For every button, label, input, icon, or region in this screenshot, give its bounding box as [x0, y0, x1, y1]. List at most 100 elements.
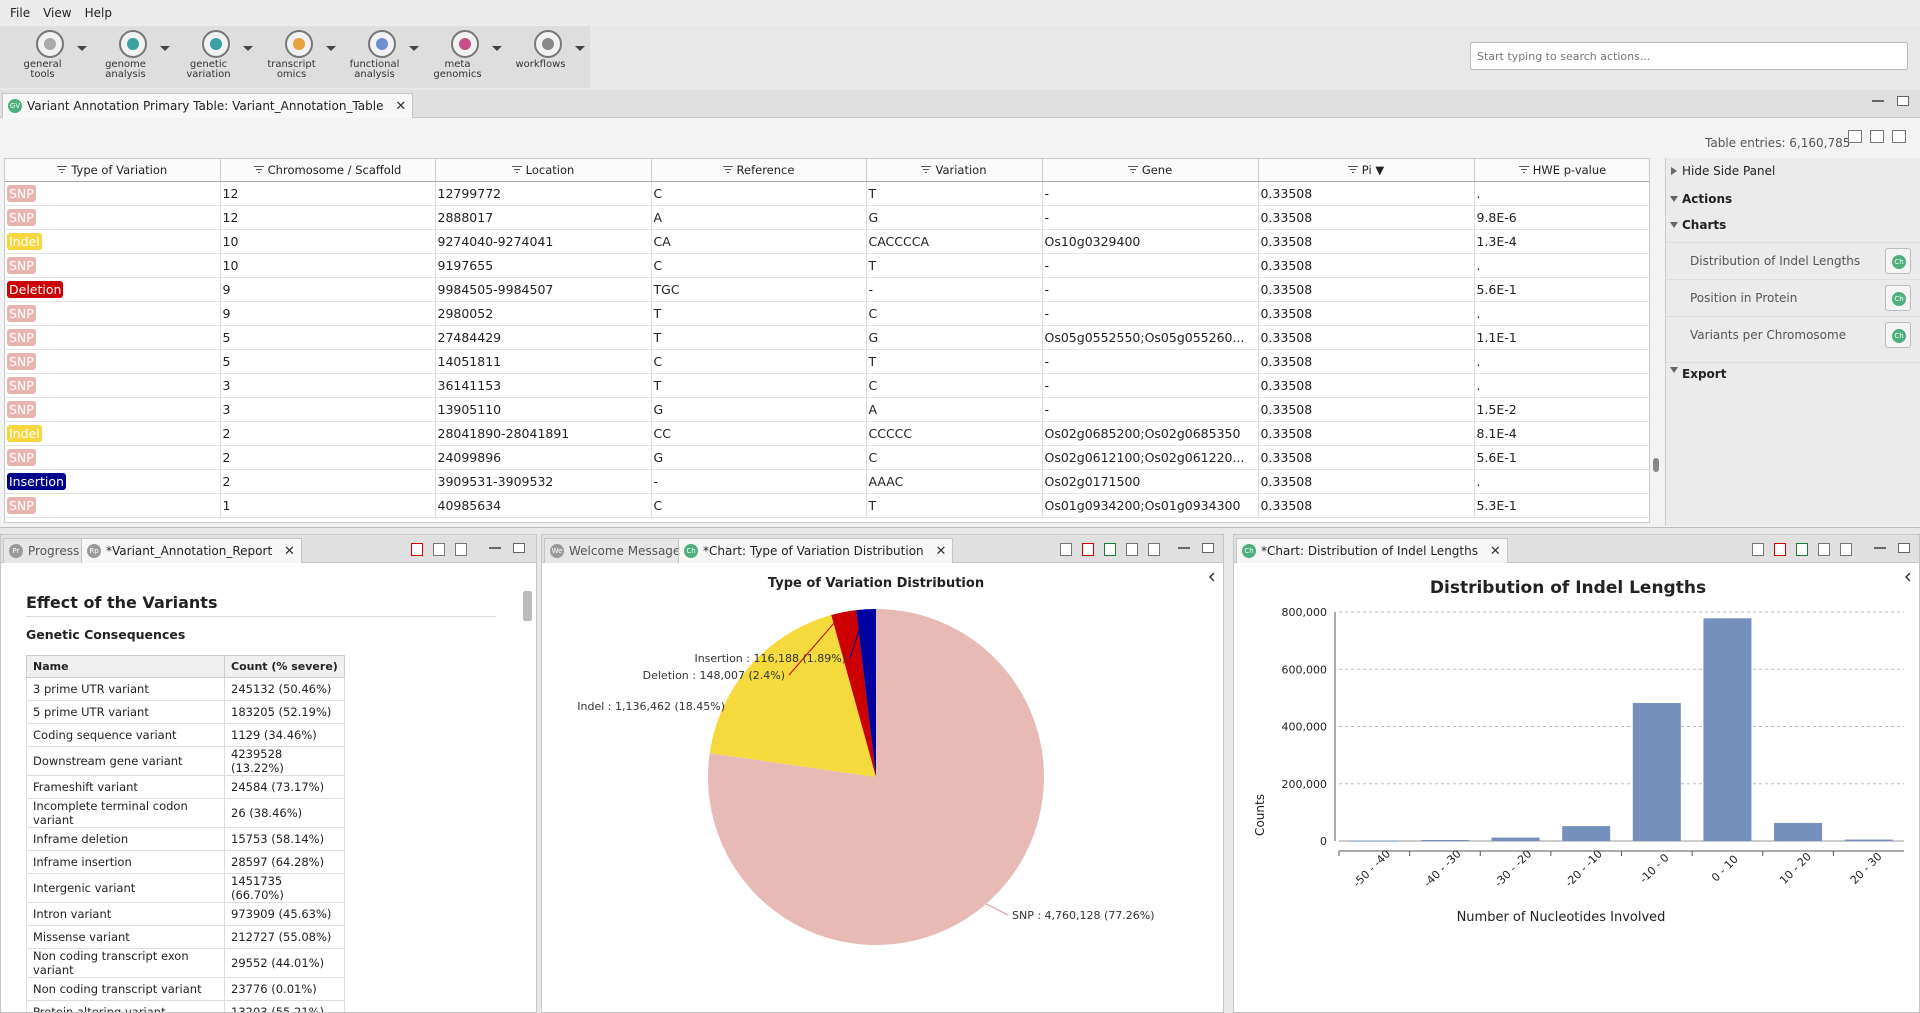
image-export-icon[interactable]: [1060, 543, 1072, 556]
minimize-icon[interactable]: [1874, 547, 1886, 549]
tool-group[interactable]: genetic variation: [174, 26, 257, 86]
tab-variant-annotation-report[interactable]: Rp *Variant_Annotation_Report ✕: [81, 538, 302, 563]
pdf-export-icon[interactable]: [1082, 543, 1094, 556]
excel-export-icon[interactable]: [1796, 543, 1808, 556]
table-row[interactable]: SNP 3 13905110 G A -0.33508 1.5E-2: [5, 397, 1649, 422]
table-scrollbar[interactable]: [1652, 158, 1660, 523]
tool-group[interactable]: workflows: [506, 26, 589, 86]
chart-item-indel-lengths[interactable]: Distribution of Indel Lengths Ch: [1666, 242, 1920, 278]
save-icon[interactable]: [433, 543, 445, 556]
maximize-icon[interactable]: [1898, 543, 1910, 553]
filter-icon[interactable]: [921, 166, 932, 174]
chart-button[interactable]: Ch: [1885, 248, 1911, 274]
chart-button[interactable]: Ch: [1885, 285, 1911, 311]
close-icon[interactable]: ✕: [935, 544, 947, 559]
chevron-down-icon[interactable]: [77, 46, 87, 51]
report-scrollbar[interactable]: [521, 571, 533, 1011]
menu-file[interactable]: File: [10, 6, 31, 20]
table-row[interactable]: SNP 10 9197655 C T -0.33508.: [5, 253, 1649, 278]
chevron-down-icon[interactable]: [326, 46, 336, 51]
x-tick-label: -30 - -20: [1492, 847, 1534, 889]
tab-type-of-variation-chart[interactable]: Ch *Chart: Type of Variation Distributio…: [678, 538, 954, 563]
chevron-down-icon[interactable]: [492, 46, 502, 51]
column-header[interactable]: Location: [435, 159, 652, 182]
save-icon[interactable]: [1126, 543, 1138, 556]
filter-icon[interactable]: [57, 166, 68, 174]
maximize-icon[interactable]: [513, 543, 525, 553]
tab-progress[interactable]: Pr Progress: [3, 538, 87, 563]
image-export-icon[interactable]: [1752, 543, 1764, 556]
column-header[interactable]: Variation: [866, 159, 1043, 182]
pdf-export-icon[interactable]: [411, 543, 423, 556]
minimize-icon[interactable]: [1178, 547, 1190, 549]
maximize-icon[interactable]: [1897, 96, 1909, 106]
chevron-down-icon[interactable]: [243, 46, 253, 51]
filter-icon[interactable]: [511, 166, 522, 174]
actions-section[interactable]: Actions: [1666, 192, 1920, 206]
export-section[interactable]: Export: [1666, 362, 1920, 381]
tool-group[interactable]: transcript omics: [257, 26, 340, 86]
close-icon[interactable]: ✕: [1489, 544, 1501, 559]
table-row[interactable]: SNP 9 2980052 T C -0.33508.: [5, 301, 1649, 326]
excel-export-icon[interactable]: [1104, 543, 1116, 556]
table-row[interactable]: Indel 10 9274040-9274041 CA CACCCCA Os10g0329…: [5, 229, 1649, 254]
minimize-icon[interactable]: [1872, 100, 1884, 102]
tab-variant-annotation-table[interactable]: GV Variant Annotation Primary Table: Var…: [2, 93, 414, 118]
tool-group[interactable]: general tools: [8, 26, 91, 86]
table-row[interactable]: Deletion 9 9984505-9984507 TGC - -0.33508 5.6E…: [5, 277, 1649, 302]
table-row[interactable]: SNP 5 27484429 T G Os05g0552550;Os05g055260..…: [5, 325, 1649, 350]
charts-section[interactable]: Charts: [1666, 218, 1920, 232]
save-icon[interactable]: [1870, 130, 1884, 143]
chevron-down-icon[interactable]: [409, 46, 419, 51]
table-row[interactable]: SNP 12 2888017 A G -0.33508 9.8E-6: [5, 205, 1649, 230]
chart-item-variants-per-chromosome[interactable]: Variants per Chromosome Ch: [1666, 316, 1920, 352]
filter-icon[interactable]: [1347, 166, 1358, 174]
collapse-side-icon[interactable]: [1208, 572, 1215, 582]
filter-icon[interactable]: [722, 166, 733, 174]
menu-help[interactable]: Help: [84, 6, 112, 20]
chevron-down-icon[interactable]: [160, 46, 170, 51]
tool-group[interactable]: functional analysis: [340, 26, 423, 86]
save-as-icon[interactable]: [1840, 543, 1852, 556]
table-filter-icon[interactable]: [1848, 130, 1862, 143]
filter-icon[interactable]: [253, 166, 264, 174]
collapse-side-icon[interactable]: [1904, 572, 1911, 582]
table-row[interactable]: SNP 12 12799772 C T -0.33508.: [5, 181, 1649, 206]
column-header[interactable]: Gene: [1042, 159, 1259, 182]
table-cell: AAAC: [866, 469, 1043, 494]
table-row[interactable]: Indel 2 28041890-28041891 CC CCCCC Os02g06852…: [5, 421, 1649, 446]
chevron-down-icon[interactable]: [575, 46, 585, 51]
maximize-icon[interactable]: [1202, 543, 1214, 553]
hide-side-panel[interactable]: Hide Side Panel: [1666, 164, 1920, 178]
search-input[interactable]: [1470, 42, 1908, 70]
tab-indel-lengths-chart[interactable]: Ch *Chart: Distribution of Indel Lengths…: [1236, 538, 1508, 563]
minimize-icon[interactable]: [489, 547, 501, 549]
column-header[interactable]: Type of Variation: [5, 159, 221, 182]
tab-welcome-message[interactable]: We Welcome Message: [544, 538, 688, 563]
scrollbar-thumb[interactable]: [523, 591, 532, 621]
chart-item-position-in-protein[interactable]: Position in Protein Ch: [1666, 279, 1920, 315]
save-as-icon[interactable]: [455, 543, 467, 556]
column-header[interactable]: Chromosome / Scaffold: [220, 159, 436, 182]
table-row[interactable]: SNP 3 36141153 T C -0.33508.: [5, 373, 1649, 398]
close-icon[interactable]: ✕: [283, 544, 295, 559]
column-header[interactable]: HWE p-value: [1474, 159, 1649, 182]
filter-icon[interactable]: [1127, 166, 1138, 174]
table-row[interactable]: SNP 2 24099896 G C Os02g0612100;Os02g061220..…: [5, 445, 1649, 470]
save-as-icon[interactable]: [1148, 543, 1160, 556]
column-header[interactable]: Pi ▼: [1258, 159, 1475, 182]
pdf-export-icon[interactable]: [1774, 543, 1786, 556]
save-icon[interactable]: [1818, 543, 1830, 556]
tool-group[interactable]: genome analysis: [91, 26, 174, 86]
save-as-icon[interactable]: [1892, 130, 1906, 143]
table-row[interactable]: SNP 5 14051811 C T -0.33508.: [5, 349, 1649, 374]
menu-view[interactable]: View: [43, 6, 72, 20]
table-row[interactable]: SNP 1 40985634 C T Os01g0934200;Os01g0934300 0…: [5, 493, 1649, 518]
tool-group[interactable]: meta genomics: [423, 26, 506, 86]
filter-icon[interactable]: [1518, 166, 1529, 174]
scrollbar-thumb[interactable]: [1653, 458, 1659, 472]
column-header[interactable]: Reference: [651, 159, 867, 182]
close-icon[interactable]: ✕: [395, 99, 407, 114]
table-row[interactable]: Insertion 2 3909531-3909532- AAAC Os02g01715…: [5, 469, 1649, 494]
chart-button[interactable]: Ch: [1885, 322, 1911, 348]
